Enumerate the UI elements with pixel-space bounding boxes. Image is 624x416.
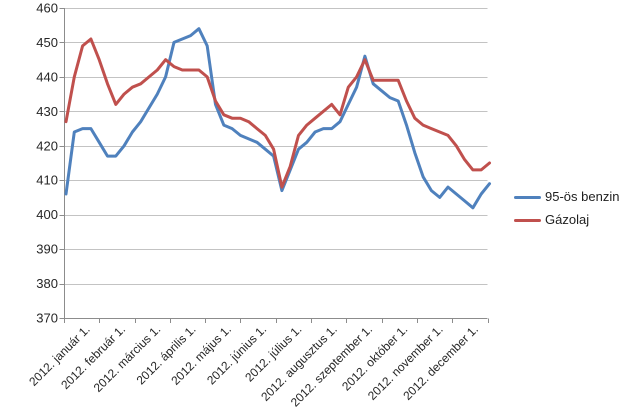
x-axis-ticks (64, 318, 489, 323)
gridlines (64, 8, 488, 285)
y-axis-label: 380 (36, 276, 58, 291)
y-axis-ticks (59, 8, 64, 319)
axes (64, 8, 488, 319)
y-axis-label: 400 (36, 207, 58, 222)
y-axis-label: 450 (36, 35, 58, 50)
x-axis-labels: 2012. január 1.2012. február 1.2012. már… (26, 322, 481, 409)
legend-label-gazolaj: Gázolaj (545, 212, 590, 227)
y-axis-label: 410 (36, 173, 58, 188)
y-axis-label: 390 (36, 242, 58, 257)
legend-label-benzin: 95-ös benzin (545, 189, 620, 204)
series-line-gazolaj (64, 37, 491, 189)
y-axis-label: 460 (36, 1, 58, 16)
y-axis-label: 430 (36, 104, 58, 119)
y-axis-label: 370 (36, 311, 58, 326)
legend: 95-ös benzin Gázolaj (514, 190, 619, 227)
legend-item-gazolaj: Gázolaj (514, 213, 619, 227)
y-axis-label: 440 (36, 69, 58, 84)
legend-line-swatch-gazolaj-icon (514, 218, 541, 222)
x-axis-label: 2012. január 1. (26, 322, 93, 389)
y-axis-label: 420 (36, 138, 58, 153)
y-axis-labels: 370 380 390 400 410 420 430 440 450 460 (36, 1, 58, 326)
legend-line-swatch-benzin-icon (514, 195, 541, 199)
legend-item-benzin: 95-ös benzin (514, 190, 619, 204)
